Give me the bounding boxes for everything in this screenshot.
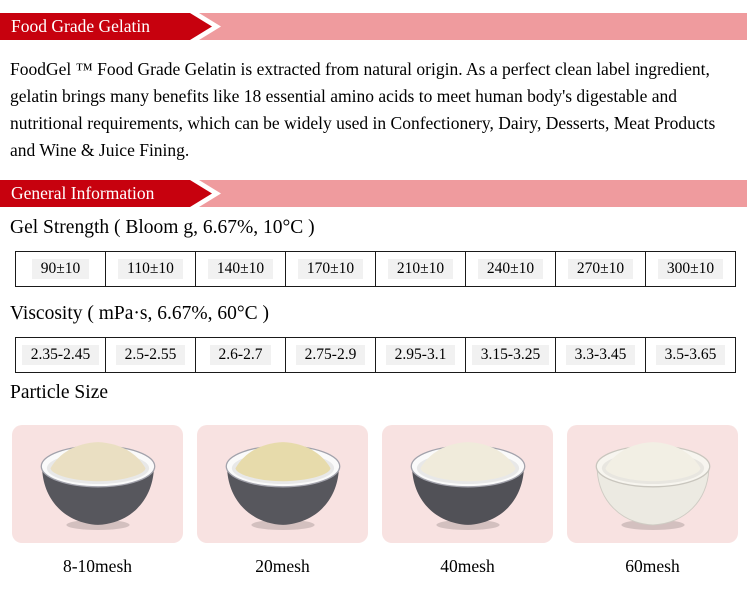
gelatin-bowl-image	[225, 442, 340, 531]
gel-strength-cell: 140±10	[195, 252, 285, 286]
viscosity-value: 2.75-2.9	[295, 345, 366, 365]
viscosity-value: 2.6-2.7	[209, 345, 272, 365]
gelatin-bowl-image	[595, 442, 710, 531]
particle-size-labels: 8-10mesh 20mesh 40mesh 60mesh	[12, 556, 738, 577]
viscosity-cell: 2.75-2.9	[285, 338, 375, 372]
viscosity-value: 2.5-2.55	[115, 345, 186, 365]
gel-strength-value: 270±10	[567, 259, 634, 279]
banner-arrow: General Information	[0, 180, 212, 207]
general-information-banner-label: General Information	[11, 183, 155, 203]
viscosity-value: 2.35-2.45	[21, 345, 100, 365]
particle-size-card-60mesh	[567, 425, 738, 543]
gelatin-powder	[235, 442, 330, 482]
gel-strength-value: 210±10	[387, 259, 454, 279]
gel-strength-cell: 270±10	[555, 252, 645, 286]
gel-strength-value: 300±10	[657, 259, 724, 279]
gel-strength-cell: 210±10	[375, 252, 465, 286]
viscosity-cell: 2.35-2.45	[16, 338, 105, 372]
viscosity-table: 2.35-2.45 2.5-2.55 2.6-2.7 2.75-2.9 2.95…	[15, 337, 736, 373]
gelatin-bowl-image	[410, 442, 525, 531]
viscosity-cell: 3.3-3.45	[555, 338, 645, 372]
banner-arrow: Food Grade Gelatin	[0, 13, 212, 40]
gel-strength-value: 90±10	[31, 259, 90, 279]
general-information-banner: General Information	[0, 180, 750, 207]
particle-size-title: Particle Size	[10, 382, 109, 403]
gelatin-bowl-image	[40, 442, 155, 531]
particle-size-cards	[12, 425, 738, 543]
viscosity-title: Viscosity ( mPa·s, 6.67%, 60°C )	[10, 303, 270, 324]
gel-strength-table: 90±10 110±10 140±10 170±10 210±10 240±10…	[15, 251, 736, 287]
viscosity-value: 2.95-3.1	[385, 345, 456, 365]
gel-strength-value: 140±10	[207, 259, 274, 279]
viscosity-cell: 2.95-3.1	[375, 338, 465, 372]
intro-paragraph: FoodGel ™ Food Grade Gelatin is extracte…	[10, 59, 716, 160]
mesh-label: 8-10mesh	[62, 556, 133, 576]
banner-pink-bar	[199, 180, 747, 207]
banner-pink-bar	[199, 13, 747, 40]
gel-strength-cell: 170±10	[285, 252, 375, 286]
bowl-shadow	[435, 519, 500, 531]
viscosity-value: 3.3-3.45	[565, 345, 636, 365]
viscosity-value: 3.5-3.65	[655, 345, 726, 365]
gelatin-powder	[50, 442, 145, 482]
gel-strength-cell: 90±10	[16, 252, 105, 286]
food-grade-banner-label: Food Grade Gelatin	[11, 16, 150, 36]
viscosity-cell: 2.5-2.55	[105, 338, 195, 372]
viscosity-value: 3.15-3.25	[471, 345, 550, 365]
viscosity-cell: 3.5-3.65	[645, 338, 735, 372]
bowl-shadow	[250, 519, 315, 531]
gel-strength-value: 110±10	[118, 259, 183, 279]
bowl-shadow	[65, 519, 130, 531]
gel-strength-cell: 240±10	[465, 252, 555, 286]
gel-strength-title: Gel Strength ( Bloom g, 6.67%, 10°C )	[10, 217, 315, 238]
food-grade-banner: Food Grade Gelatin	[0, 13, 750, 40]
gel-strength-value: 240±10	[477, 259, 544, 279]
mesh-label: 20mesh	[255, 556, 310, 576]
gel-strength-cell: 110±10	[105, 252, 195, 286]
gelatin-powder	[420, 442, 515, 482]
particle-size-card-8-10mesh	[12, 425, 183, 543]
gelatin-powder	[605, 442, 700, 482]
viscosity-cell: 3.15-3.25	[465, 338, 555, 372]
gel-strength-cell: 300±10	[645, 252, 735, 286]
particle-size-card-40mesh	[382, 425, 553, 543]
gel-strength-value: 170±10	[297, 259, 364, 279]
mesh-label: 40mesh	[440, 556, 495, 576]
particle-size-card-20mesh	[197, 425, 368, 543]
viscosity-cell: 2.6-2.7	[195, 338, 285, 372]
mesh-label: 60mesh	[625, 556, 680, 576]
